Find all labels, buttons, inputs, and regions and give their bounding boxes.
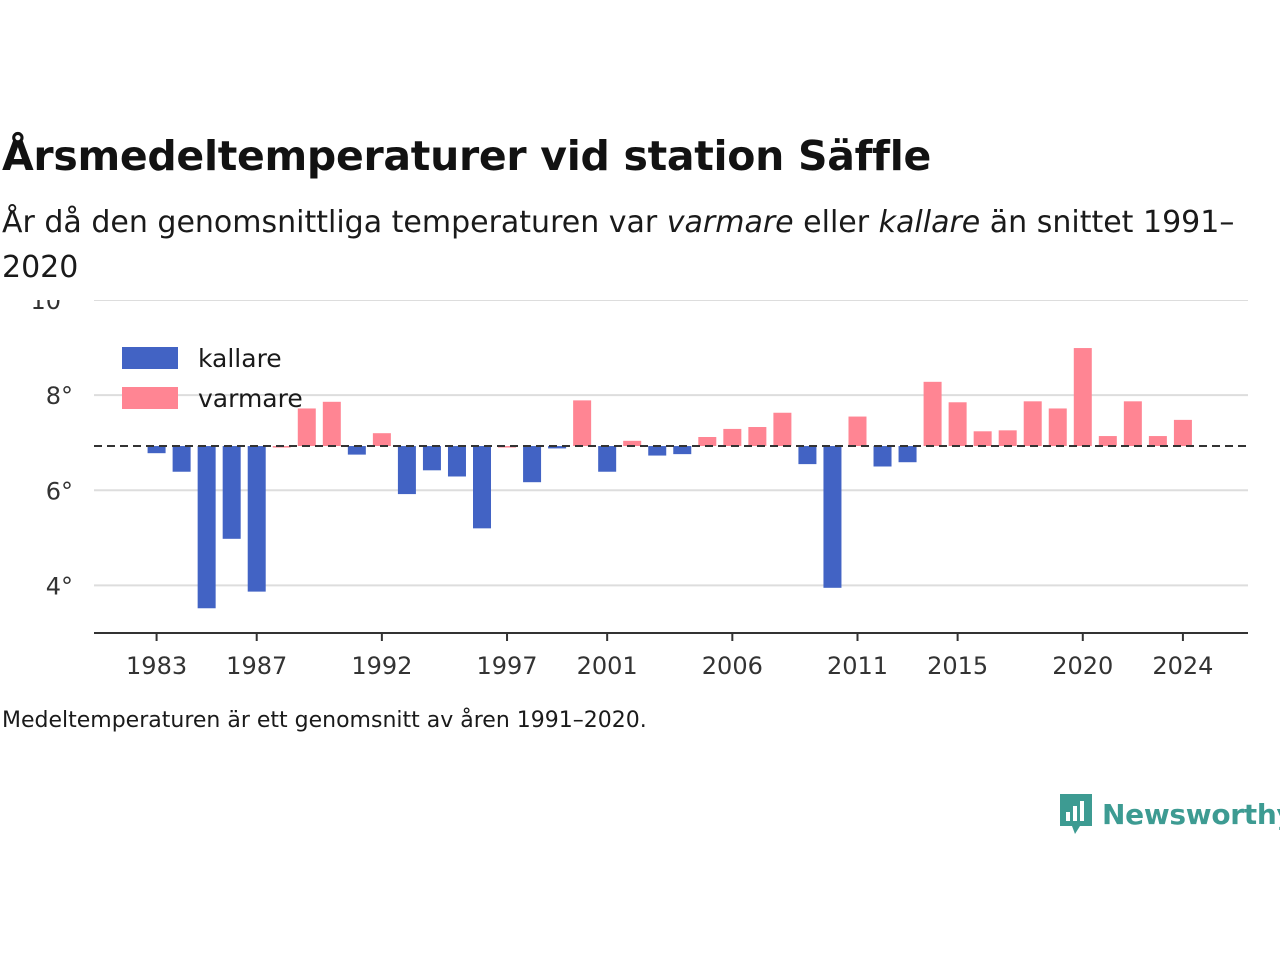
bar-1997 [498, 446, 517, 448]
bar-2024 [1173, 419, 1192, 447]
bar-1983 [147, 446, 166, 454]
x-tick-label-2020: 2020 [1052, 652, 1113, 680]
bar-1998 [523, 446, 542, 483]
newsworthy-logo-icon [1060, 794, 1092, 834]
x-tick-label-2006: 2006 [702, 652, 763, 680]
page-title: Årsmedeltemperaturer vid station Säffle [2, 132, 931, 180]
temperature-bar-chart: 4° 6° 8° 10° 1983 1987 1992 1997 2001 2006 2011 201… [30, 300, 1248, 680]
bar-2009 [798, 446, 817, 465]
subtitle-text-3: än snittet 1991–2020 [2, 205, 1235, 285]
bar-1994 [422, 446, 441, 471]
bar-2015 [948, 402, 967, 447]
bar-2005 [698, 437, 717, 447]
bar-1992 [372, 433, 391, 447]
x-tick-label-2024: 2024 [1152, 652, 1213, 680]
bar-2020 [1073, 348, 1092, 447]
bar-2023 [1148, 436, 1167, 447]
legend-label-varmare: varmare [198, 384, 303, 413]
bar-2013 [898, 446, 917, 463]
bar-2002 [623, 440, 642, 447]
bar-2006 [723, 428, 742, 447]
bar-2011 [848, 416, 867, 447]
legend-swatch-varmare [122, 387, 178, 409]
axes: 4° 6° 8° 10° 1983 1987 1992 1997 2001 2006 2011 201… [30, 300, 1248, 680]
bar-2021 [1098, 436, 1117, 447]
bar-1989 [297, 408, 316, 447]
footnote: Medeltemperaturen är ett genomsnitt av å… [2, 708, 647, 733]
bar-1985 [197, 446, 216, 609]
bar-1984 [172, 446, 191, 472]
bar-2016 [973, 431, 992, 447]
bar-1987 [247, 446, 266, 592]
grid-lines [94, 300, 1248, 587]
x-tick-label-1987: 1987 [226, 652, 287, 680]
subtitle-text-2: eller [793, 205, 879, 240]
brand-logo: Newsworthy [1058, 790, 1280, 838]
subtitle-emphasis-warmer: varmare [666, 205, 794, 240]
brand-name: Newsworthy [1102, 797, 1280, 831]
bar-2004 [673, 446, 692, 455]
bar-2022 [1123, 401, 1142, 447]
bar-2019 [1048, 408, 1067, 447]
subtitle: År då den genomsnittliga temperaturen va… [2, 200, 1252, 290]
legend-swatch-kallare [122, 347, 178, 369]
x-tick-label-2015: 2015 [927, 652, 988, 680]
bar-2003 [648, 446, 667, 456]
bar-2001 [598, 446, 617, 472]
subtitle-text-1: År då den genomsnittliga temperaturen va… [2, 205, 667, 240]
bar-2014 [923, 381, 942, 447]
y-tick-label-8: 8° [46, 382, 73, 410]
bar-1995 [447, 446, 466, 477]
y-tick-label-4: 4° [46, 572, 73, 600]
x-tick-label-1992: 1992 [351, 652, 412, 680]
subtitle-emphasis-colder: kallare [878, 205, 981, 240]
legend: kallare varmare [122, 344, 303, 413]
bar-1990 [322, 401, 341, 447]
bar-2017 [998, 430, 1017, 447]
y-tick-label-10: 10° [30, 300, 73, 315]
bar-2012 [873, 446, 892, 467]
bar-1991 [347, 446, 366, 455]
bar-2010 [823, 446, 842, 588]
legend-label-kallare: kallare [198, 344, 282, 373]
bar-1996 [473, 446, 492, 529]
bar-2007 [748, 427, 767, 447]
bar-1993 [397, 446, 416, 495]
x-tick-label-2001: 2001 [577, 652, 638, 680]
bar-1986 [222, 446, 241, 539]
bar-2008 [773, 412, 792, 447]
x-tick-label-1997: 1997 [476, 652, 537, 680]
x-tick-label-1983: 1983 [126, 652, 187, 680]
bar-1999 [548, 446, 567, 449]
x-tick-label-2011: 2011 [827, 652, 888, 680]
y-tick-label-6: 6° [46, 477, 73, 505]
bar-2000 [573, 400, 592, 447]
bar-2018 [1023, 401, 1042, 447]
bars [147, 348, 1192, 609]
